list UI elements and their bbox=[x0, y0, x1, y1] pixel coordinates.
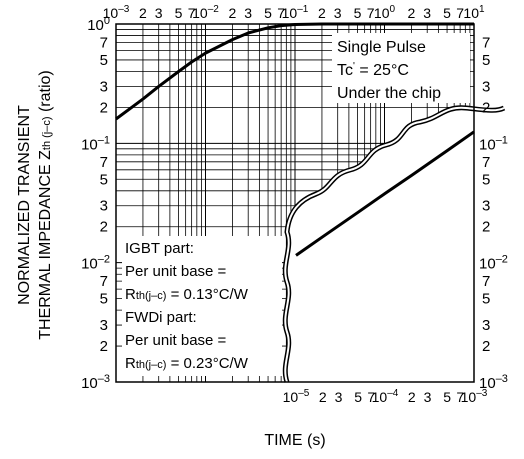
x-bottom-tick-label: 10–5 bbox=[283, 388, 310, 405]
y-left-minor-label: 3 bbox=[100, 198, 108, 215]
annotation-fwdi-r-sub: th(j–c) bbox=[136, 359, 167, 371]
annotation-igbt-title: IGBT part: bbox=[125, 240, 194, 257]
y-left-decade-label: 100 bbox=[87, 15, 110, 34]
x-top-tick-label: 2 bbox=[229, 5, 237, 21]
y-left-minor-label: 5 bbox=[100, 291, 108, 308]
x-bottom-tick-label: 7 bbox=[367, 389, 375, 405]
y-right-minor-label: 7 bbox=[482, 34, 490, 51]
x-bottom-tick-label: 3 bbox=[335, 389, 343, 405]
x-top-tick-label: 100 bbox=[374, 4, 396, 21]
x-top-tick-label: 7 bbox=[456, 5, 464, 21]
x-bottom-tick-label: 2 bbox=[319, 389, 327, 405]
y-left-minor-label: 3 bbox=[100, 78, 108, 95]
y-right-minor-label: 2 bbox=[482, 219, 490, 236]
y-right-minor-label: 3 bbox=[482, 198, 490, 215]
x-bottom-tick-label: 10–4 bbox=[372, 388, 399, 405]
x-bottom-tick-label: 5 bbox=[354, 389, 362, 405]
y-right-decade-label: 10–2 bbox=[479, 254, 508, 273]
x-top-tick-label: 10–1 bbox=[282, 4, 309, 21]
y-left-minor-label: 7 bbox=[100, 154, 108, 171]
x-bottom-tick-label: 3 bbox=[424, 389, 432, 405]
annotation-fwdi-r-main: R bbox=[125, 355, 136, 372]
y-left-decade-label: 10–2 bbox=[81, 254, 110, 273]
annotation-igbt-base: Per unit base = bbox=[125, 263, 227, 280]
annotation-tc: Tc' = 25°C bbox=[337, 61, 409, 79]
y-right-minor-label: 7 bbox=[482, 154, 490, 171]
annotation-fwdi-base: Per unit base = bbox=[125, 332, 227, 349]
series-line-2 bbox=[295, 130, 475, 257]
y-right-decade-label: 10–1 bbox=[479, 134, 508, 153]
x-top-tick-label: 2 bbox=[408, 5, 416, 21]
x-top-tick-label: 2 bbox=[318, 5, 326, 21]
annotation-igbt-r-value: = 0.13°C/W bbox=[166, 286, 248, 303]
y-left-minor-label: 2 bbox=[100, 99, 108, 116]
annotation-tc-value: = 25°C bbox=[355, 62, 409, 79]
x-top-tick-label: 10–2 bbox=[192, 4, 219, 21]
y-right-minor-label: 5 bbox=[482, 291, 490, 308]
y-axis-title-line2-tail: (ratio) bbox=[37, 70, 54, 116]
x-top-tick-label: 101 bbox=[463, 4, 485, 21]
annotation-fwdi-title: FWDi part: bbox=[125, 309, 197, 326]
x-bottom-tick-label: 7 bbox=[456, 389, 464, 405]
annotation-single-pulse: Single Pulse bbox=[337, 39, 426, 56]
x-top-tick-label: 5 bbox=[264, 5, 272, 21]
y-left-minor-label: 5 bbox=[100, 171, 108, 188]
y-axis-title-line2: THERMAL IMPEDANCE Zth (j–c) (ratio) bbox=[37, 70, 54, 340]
plot-frame bbox=[115, 23, 475, 383]
y-axis-title-line1: NORMALIZED TRANSIENT bbox=[16, 105, 33, 305]
y-axis-title-line2-main: THERMAL IMPEDANCE Z bbox=[37, 150, 54, 340]
y-right-minor-label: 7 bbox=[482, 273, 490, 290]
y-left-decade-label: 10–3 bbox=[81, 373, 110, 392]
x-bottom-tick-label: 10–3 bbox=[461, 388, 488, 405]
x-top-tick-label: 10–3 bbox=[103, 4, 130, 21]
annotation-igbt-r-main: R bbox=[125, 286, 136, 303]
annotation-box-top-right bbox=[332, 33, 470, 103]
annotation-fwdi-r-value: = 0.23°C/W bbox=[166, 355, 248, 372]
x-top-tick-label: 7 bbox=[367, 5, 375, 21]
annotation-fwdi-r: Rth(j–c) = 0.23°C/W bbox=[125, 355, 249, 372]
y-left-minor-label: 7 bbox=[100, 34, 108, 51]
x-top-tick-label: 3 bbox=[423, 5, 431, 21]
x-top-tick-label: 3 bbox=[155, 5, 163, 21]
y-right-decade-label: 10–3 bbox=[479, 373, 508, 392]
y-right-minor-label: 2 bbox=[482, 99, 490, 116]
y-left-minor-label: 3 bbox=[100, 317, 108, 334]
x-bottom-tick-label: 2 bbox=[408, 389, 416, 405]
y-left-minor-label: 2 bbox=[100, 219, 108, 236]
x-top-tick-label: 7 bbox=[188, 5, 196, 21]
y-right-minor-label: 5 bbox=[482, 52, 490, 69]
y-right-minor-label: 3 bbox=[482, 78, 490, 95]
y-left-minor-label: 5 bbox=[100, 52, 108, 69]
y-left-decade-label: 10–1 bbox=[81, 134, 110, 153]
x-top-tick-label: 3 bbox=[334, 5, 342, 21]
x-top-tick-label: 5 bbox=[175, 5, 183, 21]
annotation-under-chip: Under the chip bbox=[337, 85, 441, 102]
x-top-tick-label: 5 bbox=[443, 5, 451, 21]
x-top-tick-label: 7 bbox=[277, 5, 285, 21]
y-right-minor-label: 5 bbox=[482, 171, 490, 188]
x-axis-title: TIME (s) bbox=[264, 432, 325, 449]
y-right-minor-label: 3 bbox=[482, 317, 490, 334]
annotation-igbt-r-sub: th(j–c) bbox=[136, 290, 167, 302]
x-bottom-tick-label: 5 bbox=[443, 389, 451, 405]
y-right-minor-label: 2 bbox=[482, 338, 490, 355]
x-top-tick-label: 3 bbox=[244, 5, 252, 21]
annotation-tc-main: Tc bbox=[337, 62, 353, 79]
axis-break-inner bbox=[284, 106, 505, 383]
x-top-tick-label: 5 bbox=[354, 5, 362, 21]
y-axis-title-line2-sub: th (j–c) bbox=[41, 116, 53, 150]
y-left-minor-label: 2 bbox=[100, 338, 108, 355]
y-left-minor-label: 7 bbox=[100, 273, 108, 290]
annotation-box-parts bbox=[122, 236, 282, 376]
x-top-tick-label: 2 bbox=[139, 5, 147, 21]
annotation-tc-prime: ' bbox=[353, 61, 355, 72]
annotation-igbt-r: Rth(j–c) = 0.13°C/W bbox=[125, 286, 249, 303]
